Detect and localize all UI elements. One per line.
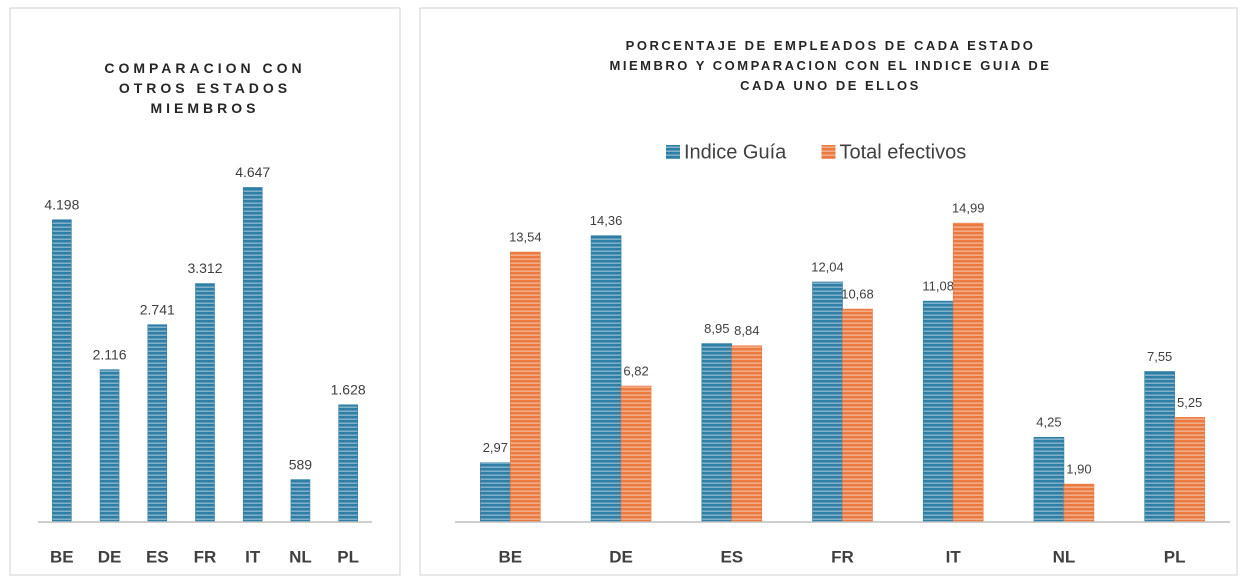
bar <box>812 281 843 523</box>
chart-title: COMPARACION CON OTROS ESTADOS MIEMBROS <box>104 60 306 116</box>
data-label: 3.312 <box>187 260 222 276</box>
legend-label: Indice Guía <box>684 141 787 163</box>
bar <box>99 369 120 523</box>
bar <box>620 385 652 523</box>
bar <box>590 235 622 523</box>
data-label: 14,99 <box>952 201 985 216</box>
chart-title: PORCENTAJE DE EMPLEADOS DE CADA ESTADO M… <box>609 38 1052 93</box>
bar <box>480 462 511 523</box>
data-label: 4.198 <box>44 196 79 212</box>
bar <box>510 251 541 523</box>
panel <box>419 7 1238 576</box>
bar <box>952 222 984 523</box>
bar <box>731 345 763 523</box>
bar <box>922 300 954 523</box>
data-label: 4,25 <box>1036 415 1061 430</box>
x-tick-label: BE <box>499 547 523 566</box>
data-label: 2,97 <box>483 440 508 455</box>
bar <box>1033 436 1065 523</box>
bar <box>242 187 263 523</box>
panel <box>9 7 401 576</box>
x-tick-label: ES <box>146 547 169 566</box>
x-tick-label: PL <box>1164 547 1186 566</box>
bar <box>195 283 215 523</box>
data-label: 8,95 <box>704 321 729 336</box>
x-tick-label: DE <box>98 547 122 566</box>
data-label: 13,54 <box>509 229 542 244</box>
x-tick-label: FR <box>831 547 854 566</box>
bar <box>52 219 72 523</box>
data-label: 5,25 <box>1177 395 1202 410</box>
legend-label: Total efectivos <box>840 141 967 163</box>
data-label: 4.647 <box>235 164 270 180</box>
data-label: 1.628 <box>331 381 366 397</box>
data-label: 8,84 <box>734 323 759 338</box>
data-label: 1,90 <box>1066 462 1091 477</box>
data-label: 12,04 <box>811 259 844 274</box>
bar <box>290 479 311 523</box>
data-label: 7,55 <box>1147 349 1172 364</box>
legend-swatch <box>821 145 836 159</box>
bar <box>701 343 733 523</box>
x-tick-label: DE <box>609 547 633 566</box>
x-tick-label: IT <box>946 547 962 566</box>
bar <box>1144 371 1175 523</box>
x-tick-label: PL <box>337 547 359 566</box>
x-tick-label: IT <box>245 547 261 566</box>
x-tick-label: BE <box>50 547 74 566</box>
data-label: 2.116 <box>93 346 127 362</box>
bar <box>1063 483 1095 523</box>
data-label: 589 <box>289 456 313 472</box>
data-label: 11,08 <box>922 279 954 294</box>
data-label: 14,36 <box>590 213 623 228</box>
bar <box>1174 417 1205 523</box>
x-tick-label: FR <box>194 547 217 566</box>
data-label: 2.741 <box>140 301 175 317</box>
data-label: 10,68 <box>841 287 874 302</box>
bar <box>338 404 358 523</box>
legend-swatch <box>666 145 680 159</box>
x-tick-label: NL <box>1053 547 1076 566</box>
x-tick-label: NL <box>289 547 312 566</box>
bar <box>842 308 873 523</box>
x-tick-label: ES <box>720 547 743 566</box>
data-label: 6,82 <box>623 363 648 378</box>
bar <box>147 324 168 523</box>
